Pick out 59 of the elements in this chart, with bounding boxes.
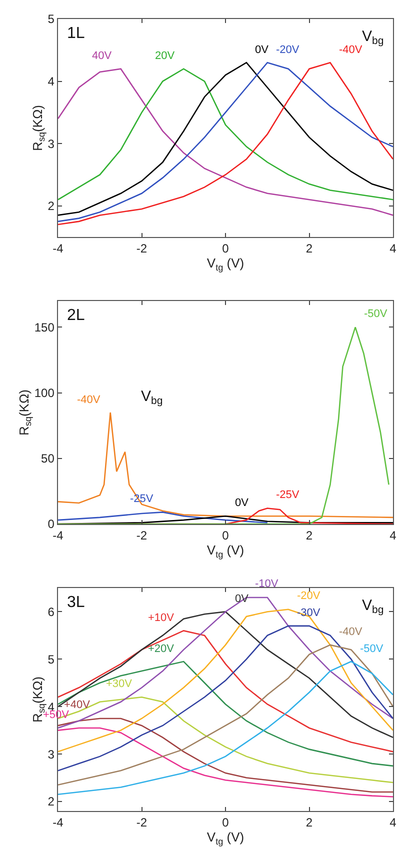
series-label: 0V <box>255 44 270 56</box>
x-tick-label: -2 <box>136 242 148 256</box>
x-axis-title: V$_{tg}$ (V) <box>206 830 244 846</box>
chart-title: 3L <box>67 594 85 611</box>
series-label: +40V <box>64 699 91 711</box>
series-label: -30V <box>297 607 321 619</box>
x-tick-label: 2 <box>306 528 313 543</box>
x-tick-label: 4 <box>390 242 397 256</box>
x-tick-label: 4 <box>390 528 397 543</box>
y-tick-label: 150 <box>34 320 55 334</box>
series-label: -50V <box>360 643 384 655</box>
line-series <box>58 512 268 524</box>
y-tick-label: 50 <box>41 452 55 466</box>
chart-title: 1L <box>67 25 85 42</box>
series-label: -10V <box>255 578 279 590</box>
legend-title: V$_{bg}$ <box>362 597 384 616</box>
series-label: 0V <box>235 497 250 509</box>
legend-title: V$_{bg}$ <box>141 388 163 408</box>
y-tick-label: 3 <box>48 747 55 762</box>
y-tick-label: 2 <box>48 794 55 809</box>
x-tick-label: 0 <box>222 816 230 830</box>
x-tick-label: 0 <box>222 242 230 256</box>
series-label: -40V <box>339 44 363 56</box>
series-label: -20V <box>297 590 321 602</box>
series-label: -40V <box>339 626 363 638</box>
y-tick-label: 2 <box>48 199 55 214</box>
y-tick-label: 100 <box>34 386 55 400</box>
x-tick-label: -2 <box>136 528 148 543</box>
line-series <box>58 718 393 793</box>
line-series <box>58 326 390 524</box>
line-series <box>58 727 393 798</box>
x-tick-label: 4 <box>390 816 397 830</box>
y-tick-label: 5 <box>48 12 55 26</box>
x-tick-label: 0 <box>222 528 230 543</box>
chart-title: 2L <box>67 307 85 324</box>
series-label: +20V <box>148 643 175 655</box>
legend-title: V$_{bg}$ <box>362 28 384 48</box>
y-tick-label: 3 <box>48 136 55 151</box>
y-tick-label: 5 <box>48 652 55 666</box>
series-label: +10V <box>148 612 175 624</box>
x-tick-label: 2 <box>306 816 313 830</box>
x-tick-label: -4 <box>52 528 64 543</box>
y-tick-label: 4 <box>48 74 55 88</box>
series-label: -50V <box>364 308 388 320</box>
x-tick-label: -4 <box>52 816 64 830</box>
x-tick-label: -2 <box>136 816 148 830</box>
series-label: 40V <box>92 50 112 62</box>
series-label: 20V <box>155 50 176 62</box>
x-tick-label: -4 <box>52 242 64 256</box>
x-tick-label: 2 <box>306 242 313 256</box>
series-label: +30V <box>106 678 133 690</box>
series-label: -20V <box>276 44 300 56</box>
series-label: -40V <box>77 394 101 406</box>
line-series <box>58 412 393 518</box>
y-tick-label: 6 <box>48 604 55 619</box>
series-label: -25V <box>276 489 300 501</box>
y-tick-label: 0 <box>48 517 55 532</box>
x-axis-title: V$_{tg}$ (V) <box>206 542 244 560</box>
x-axis-title: V$_{tg}$ (V) <box>206 256 244 272</box>
